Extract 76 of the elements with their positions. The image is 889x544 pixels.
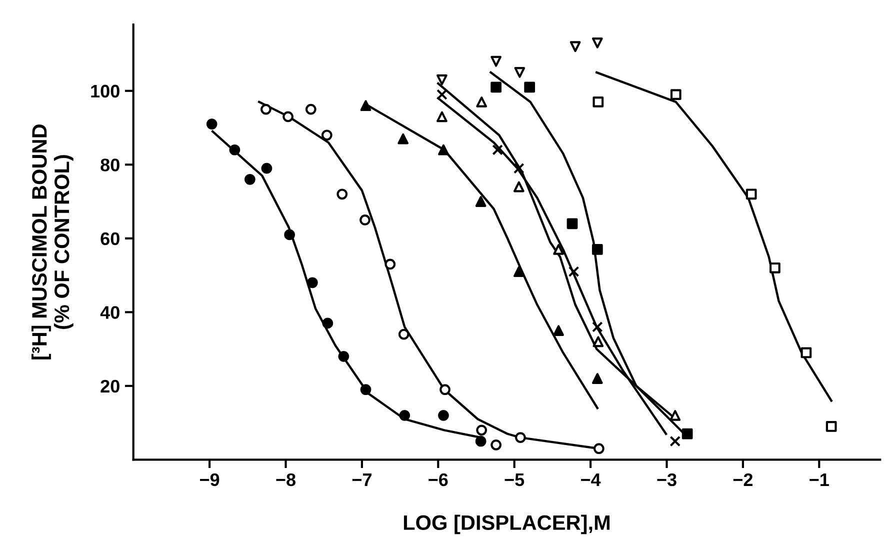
point <box>360 100 372 112</box>
x-tick-label: −8 <box>276 473 296 486</box>
point <box>592 336 604 348</box>
point <box>260 104 272 115</box>
point <box>490 56 502 67</box>
point <box>476 424 488 436</box>
point <box>524 82 536 93</box>
y-axis-title: [³H] MUSCIMOL BOUND (% OF CONTROL) <box>32 124 74 360</box>
point <box>553 244 564 255</box>
point <box>322 318 334 329</box>
point <box>475 196 486 207</box>
point <box>436 74 448 86</box>
y-tick-label: 40 <box>100 306 120 319</box>
point <box>826 421 837 432</box>
point <box>384 258 396 270</box>
point <box>682 428 693 440</box>
x-tick-label: −7 <box>352 474 372 486</box>
point <box>306 277 318 288</box>
point <box>440 384 450 396</box>
point <box>592 373 603 384</box>
point <box>476 96 488 108</box>
y-tick-label: 80 <box>100 158 120 172</box>
point <box>436 111 448 122</box>
point <box>398 133 409 144</box>
x-tick-label: −9 <box>200 473 220 486</box>
point <box>261 162 272 174</box>
y-tick-label: 20 <box>100 380 120 393</box>
point <box>592 37 603 48</box>
point <box>475 436 486 447</box>
point <box>670 89 682 100</box>
line-series <box>596 71 832 402</box>
point <box>305 104 316 115</box>
point <box>284 229 295 240</box>
point <box>592 244 603 255</box>
point <box>492 144 504 156</box>
point <box>338 350 350 362</box>
x-tick-label: −3 <box>657 473 676 486</box>
point <box>229 144 240 156</box>
point <box>566 218 578 230</box>
point <box>513 181 524 192</box>
point <box>438 144 449 156</box>
point <box>282 111 294 122</box>
point <box>568 266 580 278</box>
point <box>244 174 256 185</box>
x-axis-title: LOG [DISPLACER],M <box>404 514 610 534</box>
point <box>592 96 604 108</box>
point <box>746 188 757 200</box>
point <box>513 266 524 278</box>
point <box>514 66 526 78</box>
x-tick-label: −5 <box>504 474 524 486</box>
point <box>593 443 604 454</box>
x-tick-label: −6 <box>428 473 448 486</box>
point <box>206 118 218 130</box>
point <box>592 321 603 332</box>
point <box>490 439 502 450</box>
point <box>321 130 332 141</box>
point <box>515 432 526 443</box>
point <box>670 410 681 421</box>
point <box>513 162 524 174</box>
y-tick-label: 60 <box>100 232 120 246</box>
point <box>399 410 410 421</box>
x-tick-label: −1 <box>810 474 829 486</box>
point <box>670 436 681 447</box>
x-tick-label: −4 <box>581 474 601 486</box>
point <box>490 82 502 93</box>
point <box>570 41 581 52</box>
point <box>770 262 780 274</box>
x-tick-label: −2 <box>733 473 753 486</box>
point <box>336 188 348 200</box>
point <box>438 410 449 421</box>
point <box>398 328 410 340</box>
point <box>360 214 370 226</box>
point <box>360 384 372 396</box>
point <box>553 325 564 336</box>
point <box>800 347 812 358</box>
y-tick-label: 100 <box>91 84 120 98</box>
